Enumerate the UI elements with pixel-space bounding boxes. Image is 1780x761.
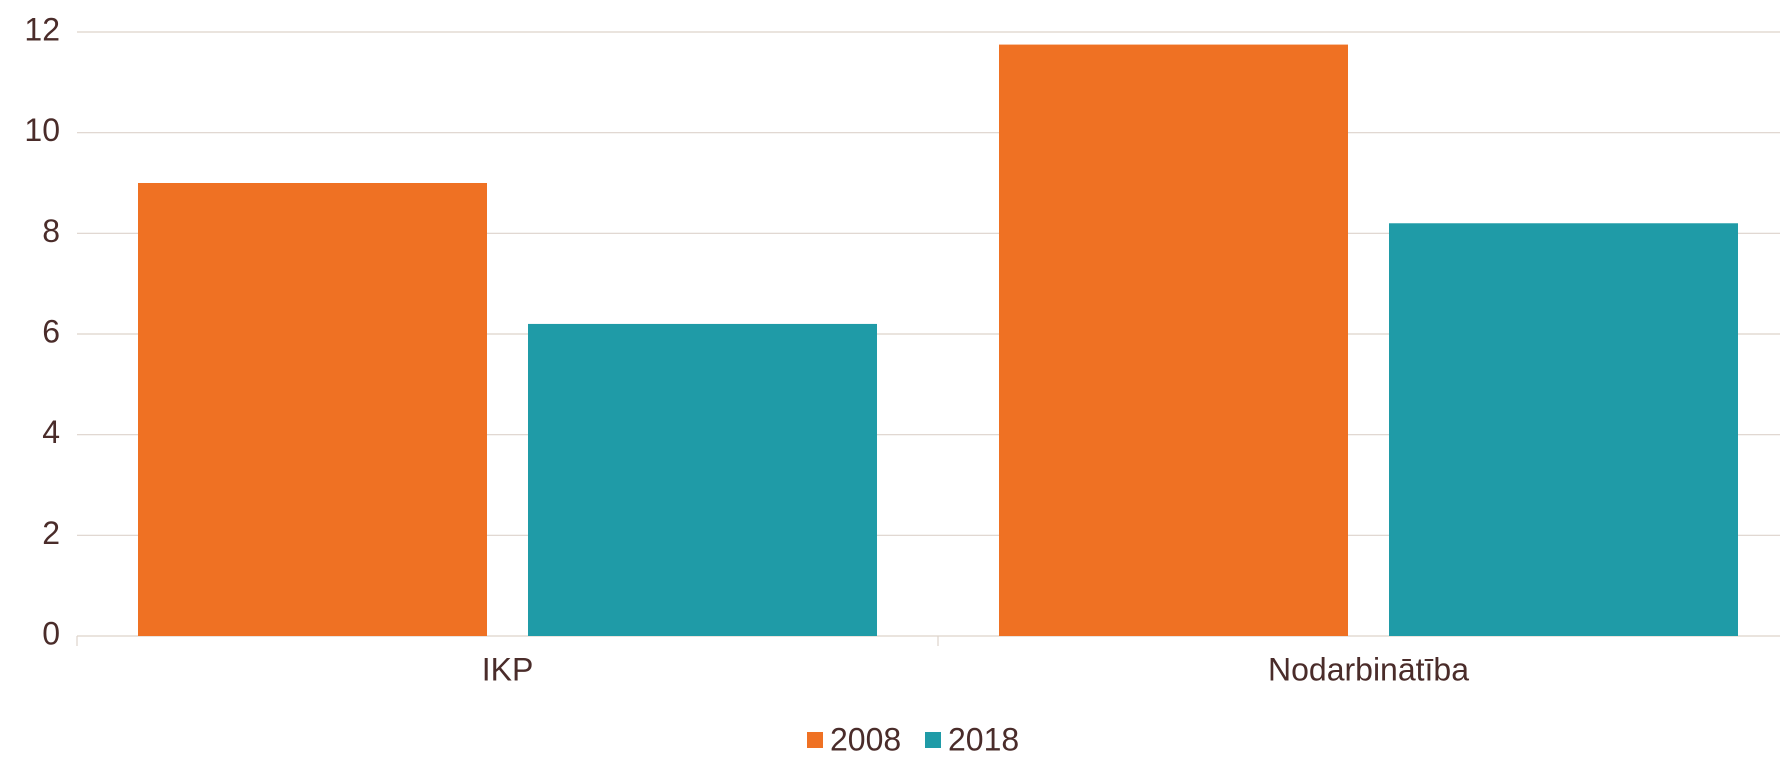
x-tick-label: IKP <box>482 651 534 687</box>
bar <box>999 44 1348 637</box>
bar <box>1389 223 1738 636</box>
legend-label: 2008 <box>830 721 901 757</box>
y-tick-label: 2 <box>42 515 60 551</box>
y-tick-label: 6 <box>42 313 60 349</box>
bar <box>528 323 877 636</box>
y-tick-label: 0 <box>42 615 60 651</box>
legend-label: 2018 <box>948 721 1019 757</box>
legend-swatch <box>925 732 941 748</box>
legend-swatch <box>807 732 823 748</box>
bar <box>138 183 487 636</box>
y-tick-label: 10 <box>24 112 60 148</box>
y-tick-label: 12 <box>24 11 60 47</box>
y-tick-label: 4 <box>42 414 60 450</box>
x-tick-label: Nodarbinātība <box>1268 651 1469 687</box>
y-tick-label: 8 <box>42 213 60 249</box>
